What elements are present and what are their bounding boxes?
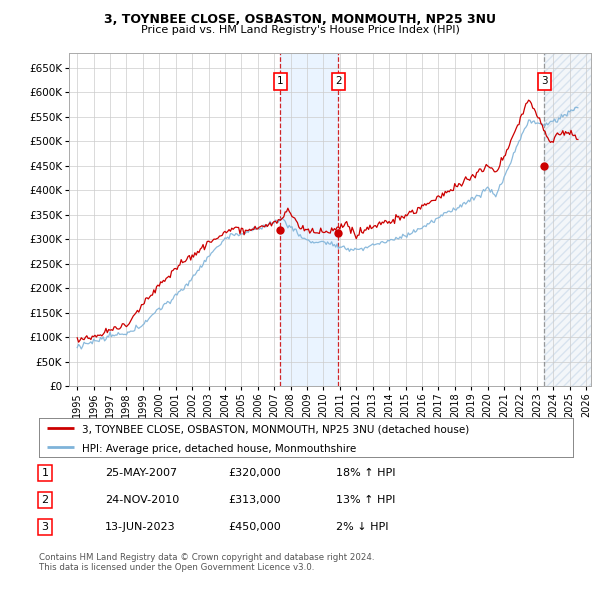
Text: 13-JUN-2023: 13-JUN-2023 xyxy=(105,522,176,532)
Text: £313,000: £313,000 xyxy=(228,496,281,505)
Text: £450,000: £450,000 xyxy=(228,522,281,532)
Text: Contains HM Land Registry data © Crown copyright and database right 2024.: Contains HM Land Registry data © Crown c… xyxy=(39,553,374,562)
Text: 24-NOV-2010: 24-NOV-2010 xyxy=(105,496,179,505)
Text: 3: 3 xyxy=(41,522,49,532)
Text: Price paid vs. HM Land Registry's House Price Index (HPI): Price paid vs. HM Land Registry's House … xyxy=(140,25,460,35)
Text: HPI: Average price, detached house, Monmouthshire: HPI: Average price, detached house, Monm… xyxy=(82,444,356,454)
Text: 1: 1 xyxy=(277,77,284,86)
Text: 25-MAY-2007: 25-MAY-2007 xyxy=(105,468,177,478)
Text: 2% ↓ HPI: 2% ↓ HPI xyxy=(336,522,389,532)
Bar xyxy=(280,53,338,386)
Text: £320,000: £320,000 xyxy=(228,468,281,478)
Text: 3, TOYNBEE CLOSE, OSBASTON, MONMOUTH, NP25 3NU: 3, TOYNBEE CLOSE, OSBASTON, MONMOUTH, NP… xyxy=(104,13,496,26)
Bar xyxy=(544,53,594,386)
Text: 2: 2 xyxy=(41,496,49,505)
Text: 1: 1 xyxy=(41,468,49,478)
Text: 3, TOYNBEE CLOSE, OSBASTON, MONMOUTH, NP25 3NU (detached house): 3, TOYNBEE CLOSE, OSBASTON, MONMOUTH, NP… xyxy=(82,425,469,435)
Text: 3: 3 xyxy=(541,77,548,86)
Bar xyxy=(544,53,594,386)
Text: 13% ↑ HPI: 13% ↑ HPI xyxy=(336,496,395,505)
Text: This data is licensed under the Open Government Licence v3.0.: This data is licensed under the Open Gov… xyxy=(39,563,314,572)
Text: 2: 2 xyxy=(335,77,341,86)
Text: 18% ↑ HPI: 18% ↑ HPI xyxy=(336,468,395,478)
